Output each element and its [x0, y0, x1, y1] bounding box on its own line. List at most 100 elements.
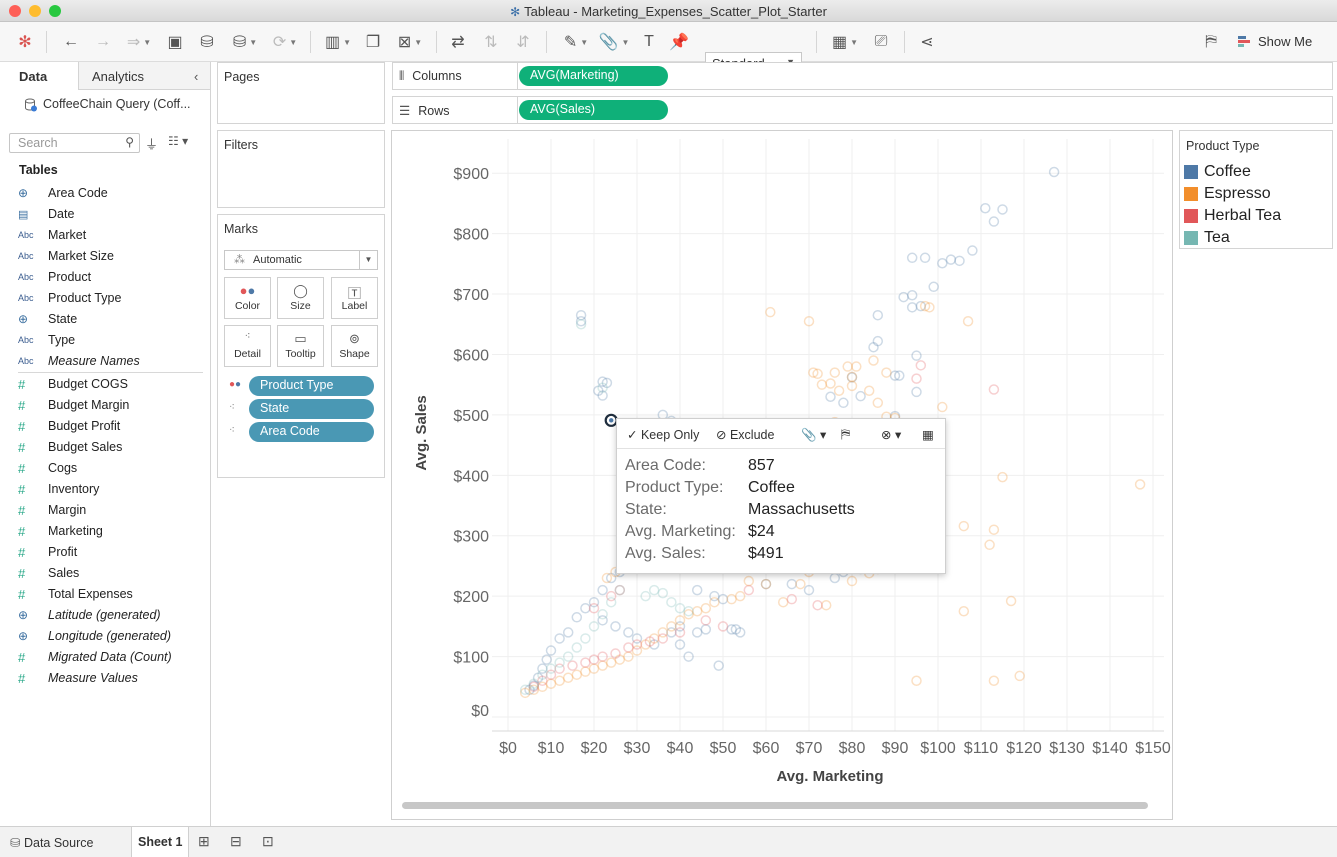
new-datasource-icon[interactable]: ⛁ [200, 34, 214, 51]
legend-item[interactable]: Espresso [1184, 183, 1330, 205]
zoom-window-button[interactable] [49, 5, 61, 17]
field-item[interactable]: Abc Product Type [18, 288, 121, 308]
highlight-icon[interactable]: ✎ ▼ [563, 34, 589, 51]
field-item[interactable]: # Budget Profit [18, 416, 120, 436]
datasource-name[interactable]: CoffeeChain Query (Coff... [43, 97, 191, 111]
field-item[interactable]: # Inventory [18, 479, 99, 499]
sheet-1-tab[interactable]: Sheet 1 [131, 827, 189, 857]
tableau-home-icon[interactable]: ✻ [18, 34, 32, 51]
duplicate-sheet-icon[interactable]: ❐ [365, 34, 381, 51]
legend-swatch [1184, 209, 1198, 223]
filter-icon[interactable]: ⏚ [145, 137, 159, 152]
sort-descending-icon[interactable]: ⇵ [516, 34, 530, 51]
area-code-pill[interactable]: Area Code [249, 422, 374, 442]
field-item[interactable]: ▤ Date [18, 204, 74, 224]
redo-icon[interactable]: → [95, 33, 111, 50]
product-type-pill[interactable]: Product Type [249, 376, 374, 396]
field-item[interactable]: # Budget Margin [18, 395, 129, 415]
scatter-point-espresso [816, 379, 828, 390]
field-item[interactable]: # Profit [18, 542, 77, 562]
field-item[interactable]: # Measure Values [18, 668, 138, 688]
data-source-tab[interactable]: ⛁ Data Source [10, 836, 94, 850]
x-tick-label: $0 [499, 740, 517, 757]
columns-shelf[interactable]: ⫴ Columns AVG(Marketing) [392, 62, 1333, 90]
field-item[interactable]: # Marketing [18, 521, 103, 541]
state-pill[interactable]: State [249, 399, 374, 419]
scatter-point-herbal-tea [623, 642, 634, 653]
field-item[interactable]: # Total Expenses [18, 584, 133, 604]
format-painter-icon[interactable]: ⛿ [1205, 33, 1217, 50]
field-item[interactable]: Abc Market [18, 225, 86, 245]
legend-item[interactable]: Herbal Tea [1184, 205, 1330, 227]
show-me-button[interactable]: Show Me [1238, 30, 1312, 52]
color-button[interactable]: ●● Color [224, 277, 271, 319]
pages-card[interactable]: Pages [217, 62, 385, 124]
horizontal-scrollbar[interactable] [402, 802, 1148, 809]
search-input[interactable]: Search ⚲ [9, 133, 140, 153]
sort-ascending-icon[interactable]: ⇅ [484, 34, 498, 51]
share-icon[interactable]: ⋖ [920, 34, 934, 51]
field-item[interactable]: # Migrated Data (Count) [18, 647, 172, 667]
field-item[interactable]: # Margin [18, 500, 86, 520]
rows-pill[interactable]: AVG(Sales) [519, 100, 668, 120]
columns-pill[interactable]: AVG(Marketing) [519, 66, 668, 86]
undo-icon[interactable]: ← [63, 33, 79, 50]
refresh-icon[interactable]: ⟳ ▼ [272, 34, 298, 51]
new-worksheet-icon[interactable]: ▥ ▼ [324, 34, 352, 51]
scatter-point-espresso [881, 367, 892, 378]
show-mark-labels-icon[interactable]: T [644, 33, 654, 50]
mark-type-select[interactable]: ⁂ Automatic ▼ [224, 250, 378, 270]
clear-sheet-icon[interactable]: ⊠ ▼ [397, 34, 423, 51]
field-item[interactable]: ⊕ Latitude (generated) [18, 605, 161, 625]
minimize-window-button[interactable] [29, 5, 41, 17]
globe-icon: ⊕ [18, 186, 29, 200]
collapse-pane-icon[interactable]: ‹ [194, 69, 199, 84]
swap-icon[interactable]: ⇄ [451, 34, 465, 51]
legend-item[interactable]: Coffee [1184, 161, 1330, 183]
new-dashboard-icon[interactable]: ⊟ [230, 833, 242, 849]
field-item[interactable]: ⊕ Longitude (generated) [18, 626, 171, 646]
view-options-icon[interactable]: ☷ ▾ [168, 134, 189, 148]
pause-updates-icon[interactable]: ⛁ ▼ [232, 34, 258, 51]
field-item[interactable]: # Sales [18, 563, 79, 583]
scatter-point-herbal-tea [554, 663, 565, 674]
new-story-icon[interactable]: ⊡ [262, 833, 274, 849]
fix-axes-icon[interactable]: 📌 [669, 34, 689, 51]
create-set-button[interactable]: ⊗ ▾ [881, 428, 902, 442]
presentation-mode-icon[interactable]: ⎚ [874, 33, 888, 50]
group-members-icon[interactable]: 📎 ▼ [598, 34, 630, 51]
show-hide-cards-icon[interactable]: ▦ ▼ [831, 34, 859, 51]
tab-data[interactable]: Data [0, 62, 79, 90]
tab-analytics[interactable]: Analytics [92, 69, 145, 84]
field-item[interactable]: # Budget COGS [18, 374, 128, 394]
keep-only-button[interactable]: ✓ Keep Only [627, 428, 700, 442]
field-item[interactable]: Abc Measure Names [18, 351, 140, 371]
field-item[interactable]: # Budget Sales [18, 437, 122, 457]
shape-button[interactable]: ⊚ Shape [331, 325, 378, 367]
tooltip-button[interactable]: ▭ Tooltip [277, 325, 324, 367]
detail-button[interactable]: ⁖ Detail [224, 325, 271, 367]
field-item[interactable]: Abc Market Size [18, 246, 114, 266]
field-item[interactable]: # Cogs [18, 458, 77, 478]
legend-item[interactable]: Tea [1184, 227, 1330, 249]
scatter-point-herbal-tea [674, 627, 686, 638]
exclude-button[interactable]: ⊘ Exclude [716, 428, 775, 442]
save-icon[interactable]: ▣ [167, 34, 183, 51]
field-item[interactable]: ⊕ Area Code [18, 183, 108, 203]
size-button[interactable]: ◯ Size [277, 277, 324, 319]
replay-icon[interactable]: ⇒ ▼ [126, 34, 152, 51]
rows-shelf[interactable]: ☰ Rows AVG(Sales) [392, 96, 1333, 124]
label-button[interactable]: 🅃 Label [331, 277, 378, 319]
format-painter-button[interactable]: ⛿ [841, 427, 850, 442]
field-item[interactable]: ⊕ State [18, 309, 77, 329]
abc-icon: Abc [18, 251, 34, 261]
scatter-point-espresso [666, 621, 677, 632]
scatter-point-espresso [726, 593, 737, 605]
group-members-button[interactable]: 📎 ▾ [801, 428, 827, 442]
view-data-button[interactable]: ▦ [922, 427, 934, 442]
filters-card[interactable]: Filters [217, 130, 385, 208]
field-item[interactable]: Abc Product [18, 267, 91, 287]
field-item[interactable]: Abc Type [18, 330, 75, 350]
new-worksheet-icon[interactable]: ⊞ [198, 833, 210, 849]
close-window-button[interactable] [9, 5, 21, 17]
